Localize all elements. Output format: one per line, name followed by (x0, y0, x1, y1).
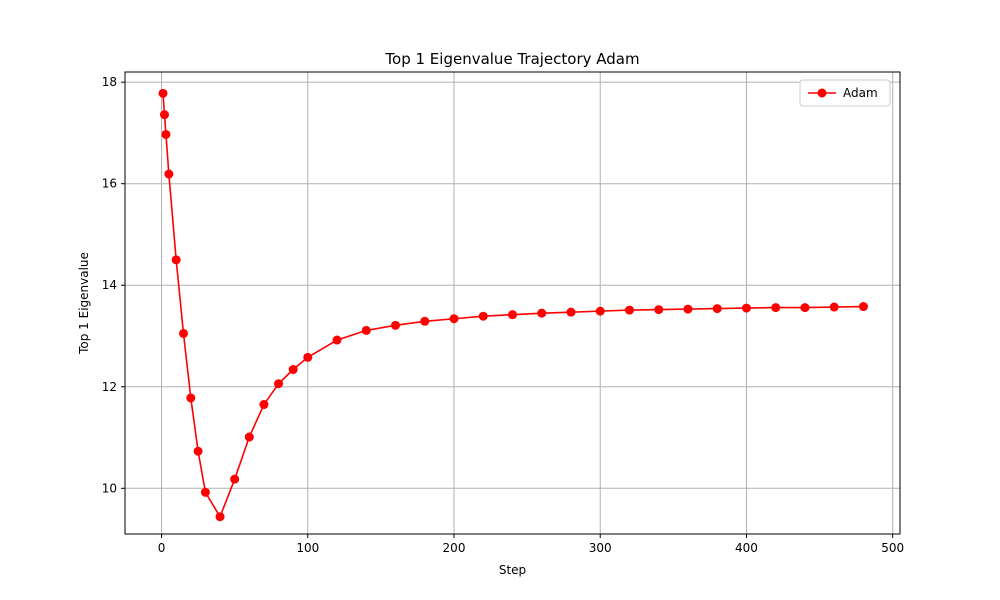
data-point (178, 328, 188, 338)
data-point (654, 305, 664, 315)
data-point (478, 311, 488, 321)
legend-marker (817, 88, 827, 98)
x-tick-label: 500 (881, 541, 904, 555)
y-axis-label: Top 1 Eigenvalue (77, 252, 91, 355)
data-point (230, 474, 240, 484)
x-tick-label: 300 (589, 541, 612, 555)
data-point (624, 305, 634, 315)
grid (125, 72, 900, 534)
axis-ticks: 0 100 200 300 400 500 10 12 14 16 18 (102, 75, 904, 555)
x-tick-label: 400 (735, 541, 758, 555)
data-point (566, 307, 576, 317)
x-tick-label: 100 (296, 541, 319, 555)
data-point (391, 320, 401, 330)
data-point (244, 432, 254, 442)
x-axis-label: Step (499, 563, 526, 577)
data-point (200, 487, 210, 497)
data-point (158, 88, 168, 98)
data-point (361, 325, 371, 335)
plot-frame (124, 71, 901, 535)
y-tick-label: 14 (102, 278, 117, 292)
y-tick-label: 10 (102, 481, 117, 495)
data-point (595, 306, 605, 316)
legend: Adam (799, 79, 891, 107)
y-tick-label: 16 (102, 177, 117, 191)
legend-box (799, 79, 891, 107)
x-tick-label: 200 (443, 541, 466, 555)
data-point (259, 400, 269, 410)
data-point (829, 302, 839, 312)
data-point (771, 303, 781, 313)
series-layer (158, 88, 868, 522)
data-point (159, 110, 169, 120)
data-point (332, 335, 342, 345)
data-point (449, 314, 459, 324)
data-point (161, 129, 171, 139)
y-tick-label: 18 (102, 75, 117, 89)
data-point (537, 308, 547, 318)
data-point (274, 379, 284, 389)
data-point (800, 303, 810, 313)
data-point (420, 316, 430, 326)
data-point (186, 393, 196, 403)
data-point (712, 304, 722, 314)
data-point (683, 304, 693, 314)
data-point (215, 512, 225, 522)
legend-label: Adam (843, 86, 878, 100)
data-point (193, 446, 203, 456)
data-point (303, 352, 313, 362)
data-point (858, 302, 868, 312)
data-point (508, 310, 517, 320)
x-tick-label: 0 (158, 541, 166, 555)
data-point (288, 365, 298, 375)
chart-title: Top 1 Eigenvalue Trajectory Adam (384, 50, 639, 68)
data-point (171, 255, 181, 265)
data-point (741, 303, 751, 313)
y-tick-label: 12 (102, 380, 117, 394)
data-point (164, 169, 174, 179)
